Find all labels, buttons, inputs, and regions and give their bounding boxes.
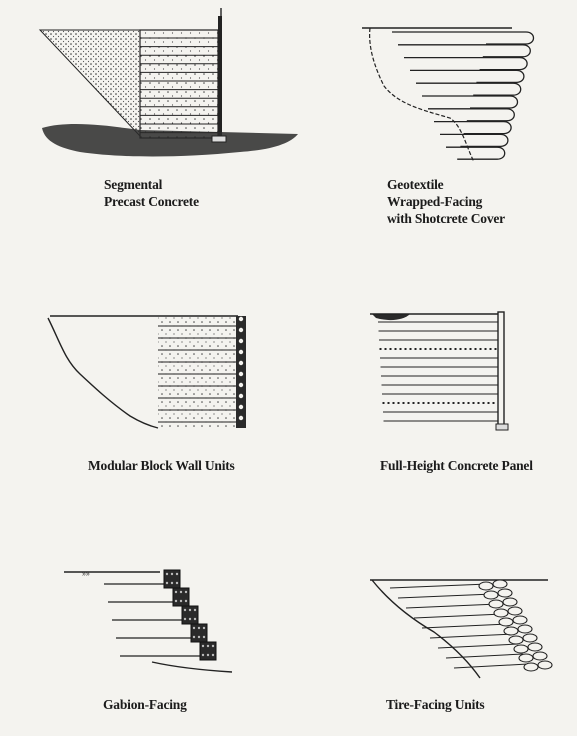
reinforcement-strip <box>421 623 509 629</box>
geotextile-wrap <box>398 44 531 58</box>
gabion-stone <box>206 644 210 648</box>
block-unit <box>238 393 244 399</box>
tire-unit <box>478 581 494 591</box>
gabion-stone <box>192 626 196 630</box>
geotextile-wrap <box>392 31 535 45</box>
gabion-basket <box>181 605 199 625</box>
tire-unit <box>488 599 504 609</box>
gabion-stone <box>201 644 205 648</box>
tire-unit <box>522 633 538 643</box>
gabion-stone <box>179 590 183 594</box>
gabion-basket <box>199 641 217 661</box>
block-unit <box>238 349 244 355</box>
gabion-stone <box>183 608 187 612</box>
geotextile-wrap <box>446 146 506 160</box>
tire-unit <box>517 624 533 634</box>
tire-unit <box>502 597 518 607</box>
block-unit <box>238 404 244 410</box>
gabion-stone <box>193 608 197 612</box>
caption-modular: Modular Block Wall Units <box>88 458 235 473</box>
geotextile-wrap <box>404 56 528 71</box>
gabion-stone <box>197 635 201 639</box>
caption-geotextile: Geotextile Wrapped-Facing with Shotcrete… <box>387 177 505 226</box>
gabion-stone <box>188 608 192 612</box>
geotextile-wrap <box>410 69 525 84</box>
tire-unit <box>493 608 509 618</box>
block-unit <box>238 382 244 388</box>
tire-unit <box>513 644 529 654</box>
caption-gabion: Gabion-Facing <box>103 697 187 712</box>
tire-unit <box>518 653 534 663</box>
gabion-stone <box>179 599 183 603</box>
tire-unit <box>492 579 508 589</box>
gabion-stone <box>184 599 188 603</box>
gabion-stone <box>211 644 215 648</box>
block-unit <box>238 371 244 377</box>
geotextile-wrap <box>434 120 512 135</box>
gabion-stone <box>174 599 178 603</box>
reinforcement-strip <box>437 643 519 649</box>
gabion-stone <box>165 581 169 585</box>
geotextile-wrapped-diagram <box>362 27 535 163</box>
caption-tire: Tire-Facing Units <box>386 697 485 712</box>
block-unit <box>238 316 244 322</box>
gabion-stone <box>165 572 169 576</box>
reinforcement-strip <box>445 653 524 659</box>
tire-unit <box>483 590 499 600</box>
gabion-stone <box>202 626 206 630</box>
gabion-stone <box>202 635 206 639</box>
reinforcement-strip <box>405 603 499 609</box>
tire-unit <box>503 626 519 636</box>
gabion-stone <box>184 590 188 594</box>
tire-unit <box>507 606 523 616</box>
block-unit <box>238 415 244 421</box>
gabion-stone <box>192 635 196 639</box>
gabion-basket <box>190 623 208 643</box>
reinforcement-strip <box>413 613 504 619</box>
full-height-panel-diagram <box>370 311 509 431</box>
segmental-precast-diagram <box>38 8 298 157</box>
gabion-basket <box>163 569 181 589</box>
reinforcement-strip <box>429 633 514 639</box>
tire-unit <box>523 662 539 672</box>
caption-full-height: Full-Height Concrete Panel <box>380 458 533 473</box>
gabion-stone <box>211 653 215 657</box>
tire-unit <box>527 642 543 652</box>
tire-unit <box>512 615 528 625</box>
gabion-stone <box>174 590 178 594</box>
block-unit <box>238 338 244 344</box>
tire-unit <box>497 588 513 598</box>
geotextile-wrap <box>428 108 515 122</box>
tire-unit <box>508 635 524 645</box>
gabion-basket <box>172 587 190 607</box>
reinforcement-strip <box>453 663 529 669</box>
reinforcement-strip <box>397 593 494 599</box>
block-unit <box>238 327 244 333</box>
caption-segmental: Segmental Precast Concrete <box>104 177 199 209</box>
geotextile-wrap <box>416 82 522 96</box>
tire-unit <box>537 660 553 670</box>
gabion-stone <box>201 653 205 657</box>
reinforcement-strip <box>389 583 489 589</box>
gabion-stone <box>188 617 192 621</box>
gabion-stone <box>170 572 174 576</box>
gabion-stone <box>175 581 179 585</box>
block-unit <box>238 360 244 366</box>
gabion-facing-diagram: »» <box>64 569 233 673</box>
svg-text:»»: »» <box>82 571 90 578</box>
gabion-stone <box>170 581 174 585</box>
tire-unit <box>498 617 514 627</box>
geotextile-wrap <box>422 95 519 109</box>
gabion-stone <box>183 617 187 621</box>
modular-block-diagram <box>47 315 246 429</box>
geotextile-wrap <box>440 133 509 148</box>
gabion-stone <box>175 572 179 576</box>
gabion-stone <box>206 653 210 657</box>
tire-unit <box>532 651 548 661</box>
tire-facing-diagram <box>370 579 553 679</box>
gabion-stone <box>197 626 201 630</box>
gabion-stone <box>193 617 197 621</box>
